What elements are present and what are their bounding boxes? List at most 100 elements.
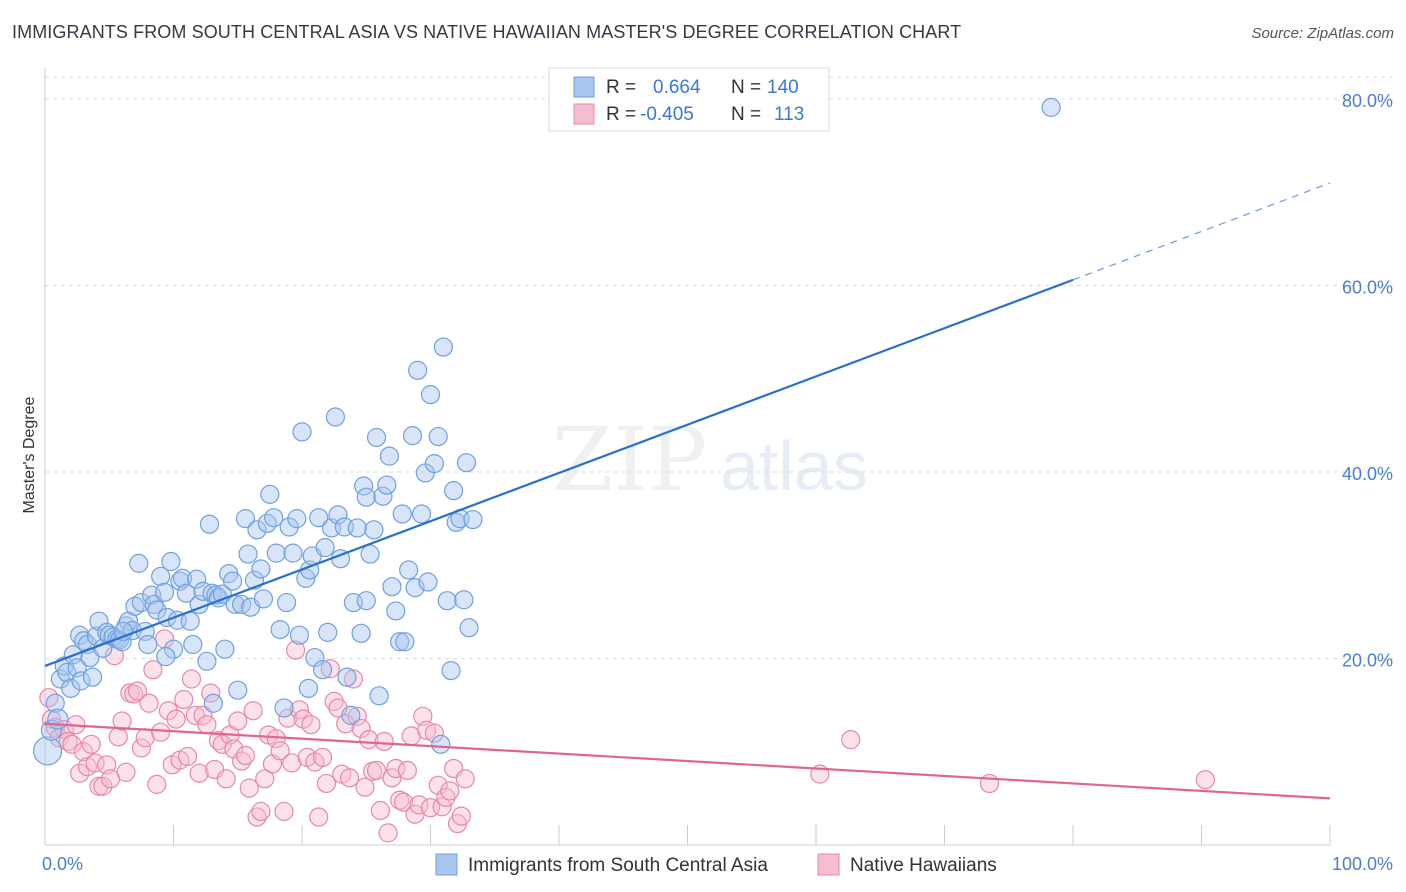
point-pink-82 — [355, 777, 375, 797]
point-pink-89 — [382, 768, 402, 788]
point-blue-78 — [287, 509, 307, 529]
point-blue-79 — [289, 625, 310, 645]
point-pink-18 — [108, 727, 128, 747]
point-pink-93 — [397, 760, 417, 781]
correlation-legend: R = 0.664 N = 140 R = -0.405 N = 113 — [548, 67, 830, 132]
point-pink-78 — [339, 768, 360, 788]
point-blue-135 — [298, 678, 319, 698]
point-blue-103 — [366, 427, 387, 448]
point-blue-58 — [223, 571, 243, 591]
point-blue-56 — [215, 639, 235, 659]
point-blue-138 — [203, 693, 223, 713]
point-blue-85 — [309, 508, 329, 528]
point-blue-46 — [183, 634, 203, 655]
point-blue-126 — [441, 661, 461, 681]
point-pink-64 — [285, 640, 306, 660]
point-pink-61 — [274, 801, 294, 822]
point-pink-9 — [73, 742, 94, 762]
point-pink-28 — [147, 774, 167, 794]
point-blue-44 — [176, 583, 196, 603]
point-blue-127 — [444, 481, 464, 501]
point-blue-80 — [292, 422, 312, 442]
point-pink-19 — [112, 711, 132, 731]
point-pink-55 — [251, 801, 271, 822]
point-blue-124 — [433, 337, 453, 357]
point-pink-70 — [309, 807, 329, 827]
point-blue-105 — [373, 486, 393, 506]
point-pink-85 — [366, 760, 387, 781]
point-blue-32 — [138, 634, 158, 655]
point-pink-29 — [151, 722, 171, 742]
point-pink-41 — [197, 715, 217, 735]
axes: 20.0% 40.0% 60.0% 80.0% 0.0% 100.0% — [42, 68, 1393, 874]
legend-box — [548, 67, 830, 132]
legend-r-label-pink: R = — [606, 104, 636, 125]
point-blue-39 — [161, 551, 181, 572]
point-blue-68 — [253, 589, 274, 609]
point-blue-7 — [61, 678, 81, 698]
point-pink-102 — [432, 797, 452, 817]
point-blue-70 — [260, 484, 280, 504]
chart-title: IMMIGRANTS FROM SOUTH CENTRAL ASIA VS NA… — [12, 22, 962, 42]
point-blue-71 — [264, 508, 284, 528]
point-pink-98 — [417, 720, 437, 740]
legend-n-label-blue: N = — [731, 77, 761, 98]
point-blue-114 — [402, 426, 423, 446]
point-blue-43 — [172, 568, 193, 588]
point-pink-44 — [208, 730, 229, 751]
point-blue-134 — [356, 591, 376, 611]
y-tick-label-20: 20.0% — [1342, 651, 1393, 671]
point-blue-104 — [369, 686, 389, 706]
point-blue-77 — [283, 543, 303, 563]
y-tick-label-80: 80.0% — [1342, 91, 1393, 111]
point-pink-68 — [301, 715, 321, 735]
point-pink-86 — [370, 800, 390, 821]
point-pink-110 — [841, 730, 861, 750]
point-pink-53 — [243, 701, 263, 721]
point-blue-130 — [454, 590, 474, 610]
watermark: ZIP atlas — [552, 408, 868, 511]
point-pink-79 — [343, 669, 363, 689]
trend-line-blue — [44, 278, 1074, 667]
legend-swatch-blue — [573, 76, 595, 98]
point-pink-51 — [235, 745, 256, 766]
point-pink-11 — [81, 734, 101, 754]
point-blue-11 — [71, 671, 91, 691]
point-pink-108 — [455, 769, 475, 789]
point-blue-74 — [274, 698, 294, 718]
point-pink-6 — [62, 734, 82, 754]
point-blue-123 — [431, 734, 451, 754]
point-blue-94 — [337, 667, 357, 687]
point-pink-83 — [359, 730, 379, 750]
point-pink-81 — [351, 718, 371, 739]
point-pink-46 — [216, 769, 236, 789]
point-pink-80 — [347, 706, 367, 726]
point-blue-50 — [197, 651, 217, 671]
point-pink-23 — [127, 681, 148, 701]
watermark-zip: ZIP — [552, 408, 707, 511]
legend-r-value-blue: 0.664 — [653, 77, 701, 98]
point-blue-73 — [270, 619, 290, 640]
point-blue-136 — [156, 647, 176, 667]
point-pink-33 — [166, 709, 186, 729]
trend-lines — [44, 182, 1331, 800]
gridlines — [45, 76, 1395, 659]
point-pink-101 — [428, 775, 448, 795]
legend-r-label-blue: R = — [606, 77, 636, 98]
point-blue-29 — [129, 553, 149, 573]
point-blue-120 — [420, 385, 441, 405]
point-blue-37 — [154, 582, 175, 602]
point-pink-35 — [174, 689, 194, 710]
series-legend: Immigrants from South Central Asia Nativ… — [435, 853, 997, 876]
point-blue-98 — [351, 623, 371, 643]
bottom-legend-swatch-blue — [435, 853, 458, 876]
series-native-hawaiians — [39, 629, 1215, 843]
point-blue-87 — [315, 537, 335, 558]
point-blue-132 — [459, 618, 479, 638]
point-blue-88 — [318, 622, 338, 642]
point-blue-125 — [437, 591, 457, 611]
point-blue-102 — [364, 520, 384, 540]
point-pink-100 — [424, 723, 444, 743]
point-blue-121 — [424, 454, 444, 474]
